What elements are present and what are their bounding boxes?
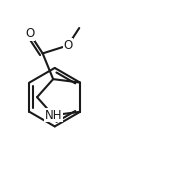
Text: NH: NH [44, 109, 62, 122]
Text: O: O [25, 27, 34, 40]
Text: O: O [63, 39, 72, 52]
